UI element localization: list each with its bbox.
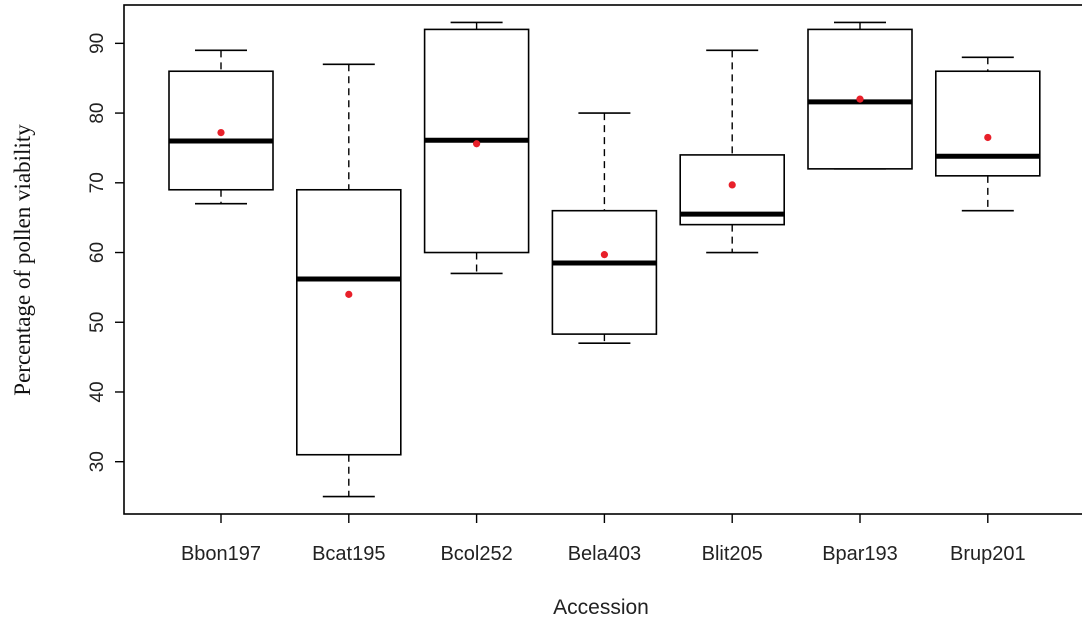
mean-marker-Bcol252 [473,140,481,148]
y-axis: 30 40 50 60 70 80 90 [87,33,124,472]
x-tick-label-Bcol252: Bcol252 [440,543,512,565]
y-tick-label-50: 50 [87,312,108,333]
mean-marker-Blit205 [728,181,736,189]
x-tick-label-Bbon197: Bbon197 [181,543,261,565]
boxes-layer [168,21,1041,498]
y-tick-label-80: 80 [87,103,108,124]
y-tick-label-60: 60 [87,242,108,263]
x-axis-title: Accession [553,596,649,619]
box-group-Bela403 [551,112,658,344]
box-Bela403 [551,209,658,335]
x-axis: Bbon197 Bcat195 Bcol252 Bela403 Blit205 Bpar1… [181,514,1026,565]
y-tick-label-30: 30 [87,451,108,472]
mean-marker-Bbon197 [217,128,225,137]
box-group-Brup201 [934,56,1041,212]
x-tick-label-Brup201: Brup201 [950,543,1026,565]
box-group-Bpar193 [807,21,913,170]
y-tick-label-90: 90 [87,33,108,54]
box-Brup201 [934,70,1041,177]
box-Bcat195 [295,188,402,456]
y-tick-label-40: 40 [87,381,108,402]
mean-marker-Bela403 [600,251,609,259]
mean-marker-Bcat195 [345,290,353,298]
box-group-Bbon197 [168,49,274,205]
x-tick-label-Blit205: Blit205 [702,543,763,565]
box-group-Blit205 [679,49,786,254]
mean-marker-Bpar193 [856,95,864,103]
mean-marker-Brup201 [984,133,992,142]
box-group-Bcat195 [295,63,402,498]
y-axis-title: Percentage of pollen viability [10,124,35,396]
y-tick-label-70: 70 [87,172,108,193]
x-tick-label-Bela403: Bela403 [568,543,641,565]
x-tick-label-Bcat195: Bcat195 [312,543,385,565]
x-tick-label-Bpar193: Bpar193 [822,543,898,565]
box-group-Bcol252 [423,21,530,275]
